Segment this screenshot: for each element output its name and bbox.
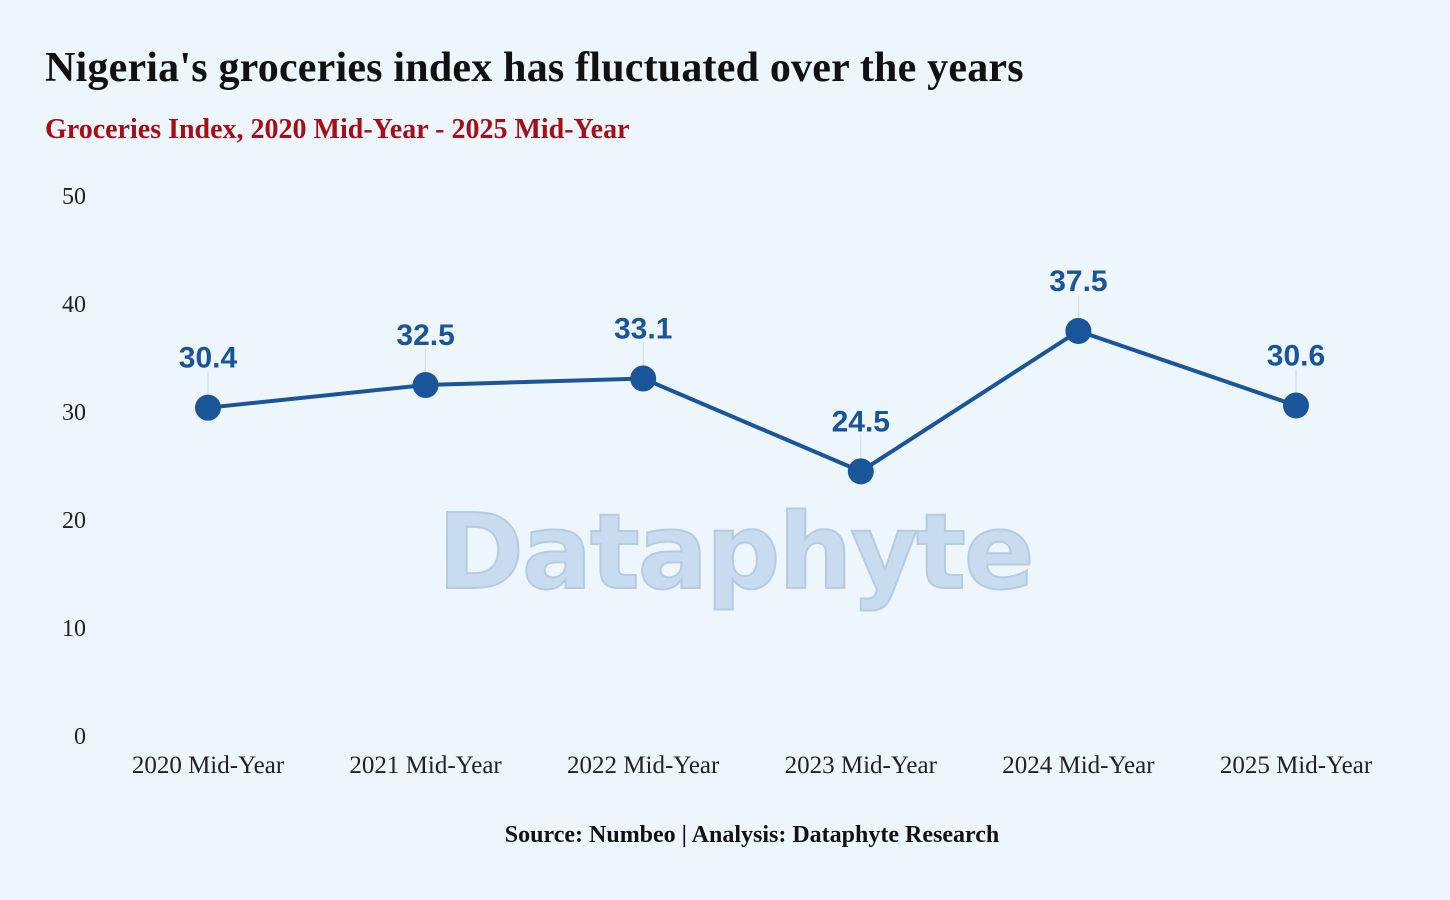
label-leaders bbox=[207, 295, 1297, 459]
series-line-groceries-index bbox=[206, 329, 1298, 474]
x-tick-label: 2021 Mid-Year bbox=[349, 752, 502, 779]
chart-title: Nigeria's groceries index has fluctuated… bbox=[45, 45, 1024, 91]
data-point[interactable] bbox=[847, 458, 874, 485]
data-label: 24.5 bbox=[832, 405, 890, 438]
data-label: 33.1 bbox=[614, 313, 672, 346]
data-label: 30.4 bbox=[179, 342, 238, 375]
y-tick-label: 50 bbox=[62, 184, 86, 210]
y-tick-label: 20 bbox=[62, 508, 86, 534]
y-tick-label: 10 bbox=[62, 616, 86, 642]
x-tick-label: 2024 Mid-Year bbox=[1002, 752, 1155, 779]
data-label: 37.5 bbox=[1049, 265, 1107, 298]
source-note: Source: Numbeo | Analysis: Dataphyte Res… bbox=[504, 822, 1000, 848]
data-point[interactable] bbox=[1283, 392, 1309, 419]
data-label: 30.6 bbox=[1267, 340, 1325, 373]
data-labels: 30.4 32.5 33.1 24.5 37.5 30.6 bbox=[179, 265, 1325, 438]
data-point[interactable] bbox=[195, 394, 221, 421]
x-tick-label: 2023 Mid-Year bbox=[785, 752, 938, 779]
watermark-logo: Dataphyte bbox=[438, 491, 1033, 613]
y-tick-label: 0 bbox=[74, 724, 86, 750]
data-points bbox=[195, 318, 1309, 485]
y-tick-label: 40 bbox=[62, 292, 86, 318]
x-tick-label: 2022 Mid-Year bbox=[567, 752, 720, 779]
chart-subtitle: Groceries Index, 2020 Mid-Year - 2025 Mi… bbox=[45, 114, 630, 145]
y-tick-label: 30 bbox=[62, 400, 86, 426]
data-point[interactable] bbox=[1065, 318, 1092, 344]
x-tick-label: 2020 Mid-Year bbox=[132, 752, 285, 779]
y-axis: 0 10 20 30 40 50 bbox=[62, 184, 86, 750]
x-axis: 2020 Mid-Year 2021 Mid-Year 2022 Mid-Year 2… bbox=[132, 752, 1373, 779]
data-label: 32.5 bbox=[396, 319, 454, 352]
data-point[interactable] bbox=[412, 372, 439, 398]
x-tick-label: 2025 Mid-Year bbox=[1220, 752, 1373, 779]
data-point[interactable] bbox=[630, 365, 657, 392]
